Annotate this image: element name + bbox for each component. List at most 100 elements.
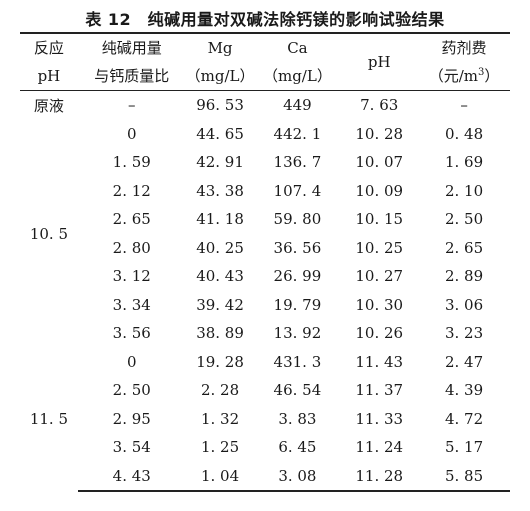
cell-ca: 46. 54 (254, 376, 340, 405)
table-row: 2. 50 2. 28 46. 54 11. 37 4. 39 (20, 376, 510, 405)
header-reaction-ph: 反应 pH (20, 33, 78, 91)
cell-raw-ca: 449 (254, 91, 340, 120)
table-row: 2. 12 43. 38 107. 4 10. 09 2. 10 (20, 177, 510, 206)
cell-cost: 3. 06 (418, 291, 510, 320)
cell-ph: 11. 37 (340, 376, 418, 405)
cell-cost: 0. 48 (418, 120, 510, 149)
table-row: 2. 95 1. 32 3. 83 11. 33 4. 72 (20, 405, 510, 434)
cell-ratio: 3. 34 (78, 291, 186, 320)
header-cost-line1: 药剂费 (418, 34, 510, 62)
cell-ph: 11. 33 (340, 405, 418, 434)
cell-cost: 2. 50 (418, 205, 510, 234)
results-table: 反应 pH 纯碱用量 与钙质量比 Mg （mg/L） Ca （mg/L） pH … (20, 32, 510, 492)
header-ca-line1: Ca (254, 34, 340, 62)
cell-ph: 10. 27 (340, 262, 418, 291)
cell-ca: 107. 4 (254, 177, 340, 206)
cell-ratio: 2. 80 (78, 234, 186, 263)
cell-raw-mg: 96. 53 (186, 91, 255, 120)
cell-ratio: 3. 56 (78, 319, 186, 348)
cell-ca: 13. 92 (254, 319, 340, 348)
cell-ca: 59. 80 (254, 205, 340, 234)
cell-raw-cost: – (418, 91, 510, 120)
cell-ca: 36. 56 (254, 234, 340, 263)
cell-ph: 11. 43 (340, 348, 418, 377)
table-row: 3. 54 1. 25 6. 45 11. 24 5. 17 (20, 433, 510, 462)
header-cost-line2: （元/m3） (418, 62, 510, 90)
cell-mg: 44. 65 (186, 120, 255, 149)
cell-cost: 2. 47 (418, 348, 510, 377)
cell-ratio: 3. 54 (78, 433, 186, 462)
cell-ca: 442. 1 (254, 120, 340, 149)
cell-cost: 4. 39 (418, 376, 510, 405)
header-soda-ratio-line2: 与钙质量比 (78, 62, 186, 90)
cell-cost: 2. 89 (418, 262, 510, 291)
table-row: 3. 34 39. 42 19. 79 10. 30 3. 06 (20, 291, 510, 320)
cell-reaction-ph: 11. 5 (20, 348, 78, 492)
raw-liquid-row: 原液 – 96. 53 449 7. 63 – (20, 91, 510, 120)
header-reaction-ph-line2: pH (20, 62, 78, 90)
cell-ca: 136. 7 (254, 148, 340, 177)
cell-ph: 10. 15 (340, 205, 418, 234)
cell-ratio: 0 (78, 348, 186, 377)
cell-ph: 10. 28 (340, 120, 418, 149)
cell-cost: 2. 10 (418, 177, 510, 206)
cell-mg: 40. 43 (186, 262, 255, 291)
cell-ca: 431. 3 (254, 348, 340, 377)
cell-reaction-ph: 10. 5 (20, 120, 78, 348)
cell-cost: 5. 17 (418, 433, 510, 462)
table-row: 3. 56 38. 89 13. 92 10. 26 3. 23 (20, 319, 510, 348)
cell-mg: 41. 18 (186, 205, 255, 234)
cell-mg: 1. 04 (186, 462, 255, 492)
header-mg: Mg （mg/L） (186, 33, 255, 91)
cell-ph: 10. 09 (340, 177, 418, 206)
cell-ratio: 2. 50 (78, 376, 186, 405)
cell-ph: 11. 28 (340, 462, 418, 492)
table-row: 10. 5 0 44. 65 442. 1 10. 28 0. 48 (20, 120, 510, 149)
header-cost: 药剂费 （元/m3） (418, 33, 510, 91)
cell-ratio: 0 (78, 120, 186, 149)
cell-ratio: 1. 59 (78, 148, 186, 177)
table-body: 原液 – 96. 53 449 7. 63 – 10. 5 0 44. 65 4… (20, 91, 510, 492)
table-row: 2. 80 40. 25 36. 56 10. 25 2. 65 (20, 234, 510, 263)
header-soda-ratio: 纯碱用量 与钙质量比 (78, 33, 186, 91)
cell-ratio: 4. 43 (78, 462, 186, 492)
cell-ph: 10. 30 (340, 291, 418, 320)
cell-mg: 39. 42 (186, 291, 255, 320)
cell-ratio: 2. 12 (78, 177, 186, 206)
header-mg-line1: Mg (186, 34, 255, 62)
cell-ratio: 3. 12 (78, 262, 186, 291)
header-cost-close: ） (484, 67, 499, 85)
header-cost-unit: （元/m (429, 67, 478, 85)
cell-mg: 2. 28 (186, 376, 255, 405)
cell-mg: 38. 89 (186, 319, 255, 348)
cell-mg: 1. 32 (186, 405, 255, 434)
cell-cost: 3. 23 (418, 319, 510, 348)
cell-cost: 5. 85 (418, 462, 510, 492)
header-row: 反应 pH 纯碱用量 与钙质量比 Mg （mg/L） Ca （mg/L） pH … (20, 33, 510, 91)
cell-ratio: 2. 95 (78, 405, 186, 434)
cell-ca: 3. 08 (254, 462, 340, 492)
cell-ca: 3. 83 (254, 405, 340, 434)
header-soda-ratio-line1: 纯碱用量 (78, 34, 186, 62)
table-row: 11. 5 0 19. 28 431. 3 11. 43 2. 47 (20, 348, 510, 377)
cell-mg: 42. 91 (186, 148, 255, 177)
table-row: 1. 59 42. 91 136. 7 10. 07 1. 69 (20, 148, 510, 177)
header-ca-line2: （mg/L） (254, 62, 340, 90)
header-ca: Ca （mg/L） (254, 33, 340, 91)
cell-raw-label: 原液 (20, 91, 78, 120)
table-row: 2. 65 41. 18 59. 80 10. 15 2. 50 (20, 205, 510, 234)
header-ph: pH (340, 33, 418, 91)
cell-ca: 26. 99 (254, 262, 340, 291)
cell-mg: 19. 28 (186, 348, 255, 377)
table-row: 4. 43 1. 04 3. 08 11. 28 5. 85 (20, 462, 510, 492)
cell-ca: 6. 45 (254, 433, 340, 462)
table-caption: 表 12 纯碱用量对双碱法除钙镁的影响试验结果 (0, 6, 530, 30)
cell-ratio: 2. 65 (78, 205, 186, 234)
cell-raw-ratio: – (78, 91, 186, 120)
cell-ph: 10. 07 (340, 148, 418, 177)
cell-cost: 1. 69 (418, 148, 510, 177)
cell-mg: 1. 25 (186, 433, 255, 462)
table-row: 3. 12 40. 43 26. 99 10. 27 2. 89 (20, 262, 510, 291)
cell-ph: 10. 26 (340, 319, 418, 348)
header-reaction-ph-line1: 反应 (20, 34, 78, 62)
